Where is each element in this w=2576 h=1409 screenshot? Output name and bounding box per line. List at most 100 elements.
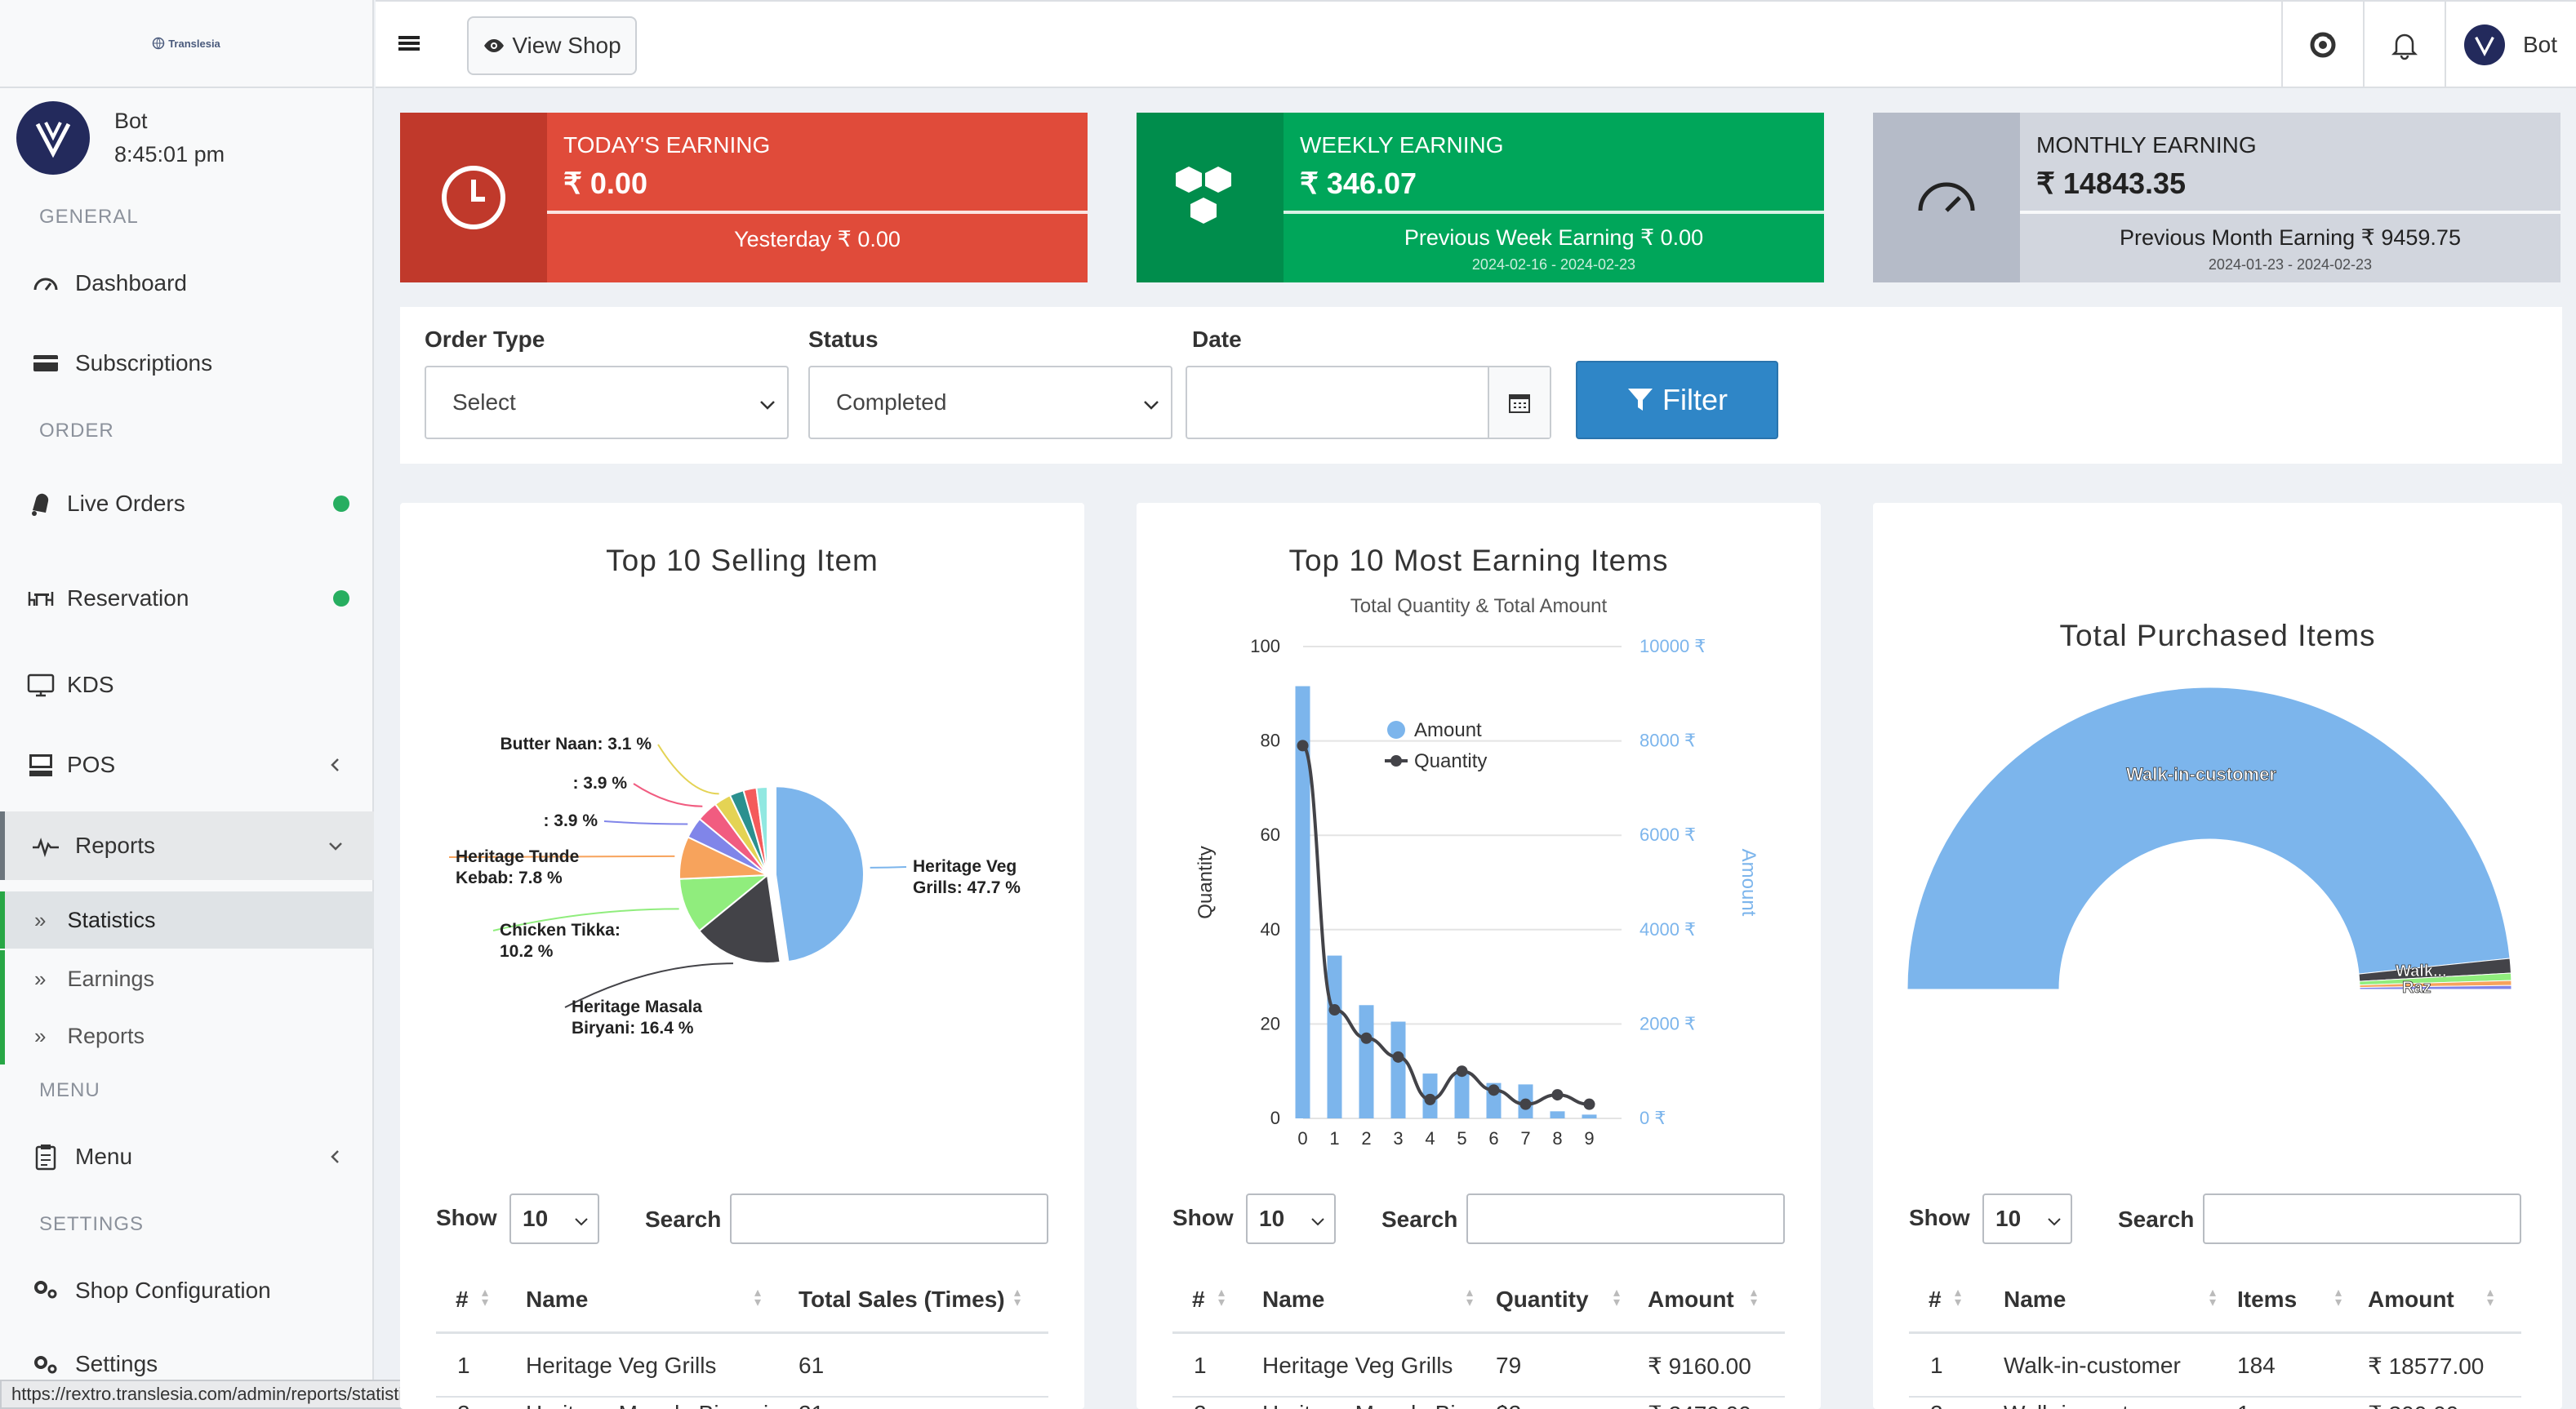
page-size-select[interactable]: 10	[1982, 1193, 2072, 1244]
quantity-point	[1297, 740, 1309, 752]
sidebar-item-pos[interactable]: POS	[0, 733, 374, 797]
pie-connector	[657, 744, 719, 795]
pie-label: Heritage Masala Biryani: 16.4 %	[572, 998, 702, 1038]
sidebar-item-label: Earnings	[67, 966, 155, 991]
card-divider	[547, 211, 1088, 214]
user-menu-button[interactable]: Bot	[2445, 2, 2576, 88]
col-num[interactable]: #	[1929, 1287, 1942, 1312]
brand-logo[interactable]: Translesia	[0, 0, 372, 88]
col-items[interactable]: Items	[2237, 1287, 2298, 1312]
sort-icon[interactable]: ▴ ▾	[2209, 1286, 2217, 1309]
double-chevron-icon: »	[34, 966, 47, 991]
sidebar-item-label: Live Orders	[67, 491, 185, 516]
filter-button[interactable]: Filter	[1576, 361, 1778, 439]
col-amount[interactable]: Amount	[2368, 1287, 2454, 1312]
page-size-select[interactable]: 10	[1246, 1193, 1336, 1244]
col-quantity[interactable]: Quantity	[1496, 1287, 1589, 1312]
col-name[interactable]: Name	[2004, 1287, 2067, 1312]
pie-label: Heritage Tunde Kebab: 7.8 %	[456, 847, 579, 887]
col-total-sales[interactable]: Total Sales (Times)	[799, 1287, 1005, 1312]
x-tick-label: 3	[1393, 1128, 1403, 1149]
view-shop-button[interactable]: View Shop	[467, 16, 637, 75]
sort-icon[interactable]: ▴ ▾	[1466, 1286, 1474, 1309]
quantity-point	[1551, 1089, 1564, 1101]
sidebar-item-settings[interactable]: Settings	[0, 1332, 374, 1396]
row-amount: ₹ 18577.00	[2368, 1353, 2485, 1379]
notifications-button[interactable]	[2363, 2, 2445, 88]
pie-label: : 3.9 %	[572, 774, 627, 793]
quantity-point	[1392, 1051, 1404, 1063]
sort-icon[interactable]: ▴ ▾	[1613, 1286, 1621, 1309]
filter-panel: Order Type Select Status Completed Date …	[400, 307, 2562, 464]
sidebar-item-kds[interactable]: KDS	[0, 653, 374, 717]
sidebar-item-reservation[interactable]: Reservation	[0, 567, 374, 630]
sort-icon[interactable]: ▴ ▾	[2487, 1286, 2494, 1309]
sidebar-item-label: Reports	[67, 1023, 145, 1048]
date-input[interactable]	[1186, 366, 1551, 439]
sort-icon[interactable]: ▴ ▾	[2335, 1286, 2342, 1309]
bell-icon	[32, 493, 49, 516]
amount-bar	[1550, 1111, 1565, 1118]
row-name: Heritage Veg Grills	[526, 1353, 717, 1378]
order-type-value: Select	[452, 389, 516, 415]
sidebar-item-shop-configuration[interactable]: Shop Configuration	[0, 1259, 374, 1322]
sidebar-item-label: Reports	[75, 833, 156, 858]
col-num[interactable]: #	[1192, 1287, 1205, 1312]
calendar-button[interactable]	[1488, 367, 1550, 438]
sidebar-subitem-earnings[interactable]: » Earnings	[0, 950, 374, 1007]
status-value: Completed	[836, 389, 947, 415]
col-name[interactable]: Name	[526, 1287, 589, 1312]
legend-marker-quantity-dot	[1390, 755, 1402, 767]
order-type-select[interactable]: Select	[425, 366, 789, 439]
x-tick-label: 0	[1297, 1128, 1307, 1149]
sidebar-subitem-statistics[interactable]: » Statistics	[0, 891, 374, 949]
sidebar: Translesia Bot 8:45:01 pm GENERAL Dashbo…	[0, 0, 374, 1409]
col-amount[interactable]: Amount	[1648, 1287, 1734, 1312]
hamburger-menu-icon[interactable]	[398, 31, 421, 56]
legend-label-quantity: Quantity	[1414, 750, 1487, 772]
row-items: 184	[2237, 1353, 2276, 1378]
card-icon-box	[400, 113, 547, 282]
y-tick-label: 0	[1270, 1108, 1280, 1128]
search-input[interactable]	[1466, 1193, 1785, 1244]
sidebar-item-subscriptions[interactable]: Subscriptions	[0, 331, 374, 395]
sort-icon[interactable]: ▴ ▾	[1955, 1286, 1962, 1309]
show-label: Show	[1909, 1205, 1970, 1230]
table-row	[1172, 1334, 1785, 1398]
funnel-icon	[1628, 389, 1653, 411]
support-button[interactable]	[2281, 2, 2363, 88]
sidebar-subitem-reports[interactable]: » Reports	[0, 1007, 374, 1065]
card-date-range: 2024-01-23 - 2024-02-23	[2208, 256, 2373, 273]
sort-icon[interactable]: ▴ ▾	[1218, 1286, 1226, 1309]
status-select[interactable]: Completed	[808, 366, 1172, 439]
monitor-icon	[27, 673, 55, 697]
search-input[interactable]	[730, 1193, 1048, 1244]
page-size-select[interactable]: 10	[509, 1193, 599, 1244]
card-icon-box	[1137, 113, 1284, 282]
card-previous: Yesterday ₹ 0.00	[734, 227, 901, 251]
sidebar-item-dashboard[interactable]: Dashboard	[0, 251, 374, 315]
sort-icon[interactable]: ▴ ▾	[482, 1286, 489, 1309]
search-input[interactable]	[2203, 1193, 2521, 1244]
sort-icon[interactable]: ▴ ▾	[1014, 1286, 1021, 1309]
sort-icon[interactable]: ▴ ▾	[1751, 1286, 1758, 1309]
sidebar-item-menu[interactable]: Menu	[0, 1125, 374, 1189]
topbar-user-name: Bot	[2523, 32, 2558, 57]
x-tick-label: 9	[1584, 1128, 1594, 1149]
monthly-earning-card: MONTHLY EARNING ₹ 14843.35 Previous Mont…	[1873, 113, 2560, 282]
chevron-down-icon	[2048, 1218, 2061, 1226]
col-num[interactable]: #	[456, 1287, 469, 1312]
sidebar-item-live-orders[interactable]: Live Orders	[0, 472, 374, 536]
sort-icon[interactable]: ▴ ▾	[754, 1286, 762, 1309]
date-label: Date	[1192, 327, 1242, 352]
sidebar-item-reports[interactable]: Reports	[0, 811, 374, 880]
quantity-point	[1456, 1065, 1468, 1078]
donut-label: Walk...	[2396, 962, 2447, 980]
sidebar-item-label: POS	[67, 752, 116, 777]
sidebar-item-label: Shop Configuration	[75, 1278, 271, 1303]
row-num: 1	[457, 1353, 470, 1378]
panel-title: Total Purchased Items	[2059, 619, 2376, 652]
pie-connector	[448, 855, 675, 858]
col-name[interactable]: Name	[1262, 1287, 1325, 1312]
